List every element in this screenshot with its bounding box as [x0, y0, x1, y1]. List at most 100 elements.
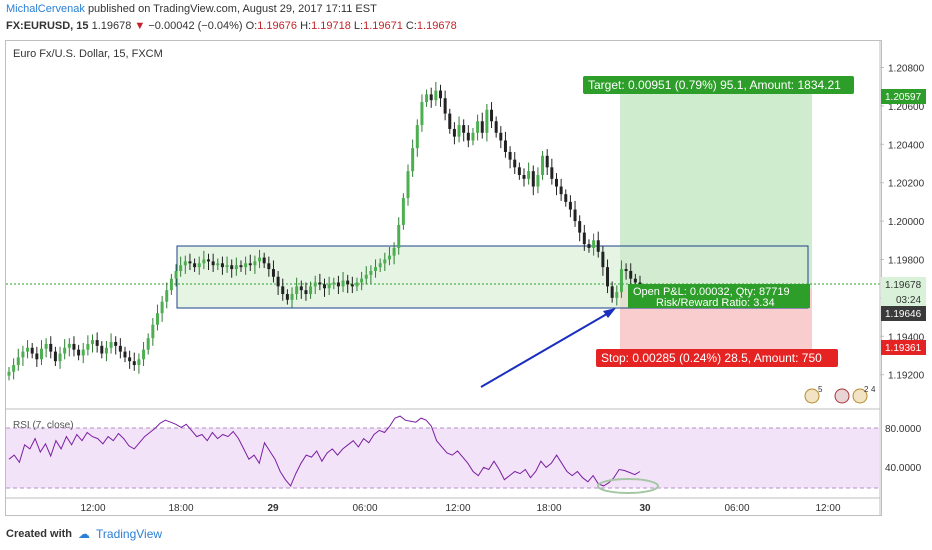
candle-body — [559, 186, 563, 195]
candle-body — [77, 349, 81, 356]
candle-body — [216, 263, 220, 266]
footer: Created with ☁ TradingView — [6, 527, 162, 541]
arrow-annotation[interactable] — [480, 310, 613, 388]
candle-body — [53, 351, 57, 362]
author-link[interactable]: MichalCervenak — [6, 3, 85, 15]
candle-body — [118, 345, 122, 352]
candle-body — [541, 155, 545, 176]
candle-body — [271, 269, 275, 277]
rsi-ellipse-annotation[interactable] — [597, 478, 659, 494]
candle-body — [615, 292, 619, 298]
flag-badge-icon[interactable] — [834, 388, 850, 404]
rsi-tick-80: 80.0000 — [885, 424, 922, 435]
stop-price-badge — [881, 340, 926, 355]
candle-body — [100, 345, 104, 354]
price-tick-label: 1.20800 — [888, 64, 925, 75]
candle-body — [285, 294, 289, 300]
candle-body — [188, 261, 192, 264]
created-with-label: Created with — [6, 528, 73, 540]
candle-body — [387, 255, 391, 260]
target-label: Target: 0.00951 (0.79%) 95.1, Amount: 18… — [588, 78, 841, 92]
time-tick-label: 06:00 — [724, 503, 749, 514]
candle-body — [26, 347, 30, 352]
candle-body — [606, 267, 610, 287]
low-label: L: — [353, 20, 364, 32]
target-price-badge — [881, 89, 926, 104]
candle-body — [309, 286, 313, 295]
candle-body — [258, 257, 262, 262]
candle-body — [536, 175, 540, 187]
candle-body — [137, 359, 141, 366]
candle-body — [304, 290, 308, 295]
candle-body — [522, 175, 526, 179]
time-axis[interactable]: 12:00 18:00 29 06:00 12:00 18:00 30 06:00 12:00 — [80, 503, 840, 514]
candle-body — [193, 263, 197, 268]
candle-body — [462, 125, 466, 133]
countdown-text: 03:24 — [896, 295, 921, 306]
candle-body — [332, 282, 336, 285]
candle-body — [179, 265, 183, 271]
candle-body — [39, 348, 43, 360]
candle-body — [35, 353, 39, 360]
price-axis[interactable]: 1.20800 1.20600 1.20400 1.20200 1.20000 1.198… — [880, 64, 925, 382]
candles — [7, 81, 642, 381]
candle-body — [596, 240, 600, 252]
candle-body — [67, 343, 71, 348]
candle-body — [434, 90, 438, 101]
candle-body — [601, 251, 605, 268]
candle-body — [476, 121, 480, 133]
low-value: 1.19671 — [363, 20, 403, 32]
candle-body — [369, 270, 373, 275]
candle-body — [123, 351, 127, 358]
candle-body — [244, 263, 248, 268]
candle-body — [513, 159, 517, 168]
event-badge-icon-2[interactable] — [852, 388, 868, 404]
candle-body — [629, 270, 633, 279]
stop-label-box — [596, 349, 838, 367]
candle-body — [49, 343, 53, 352]
event-badge-count-3: 4 — [871, 385, 876, 394]
candle-body — [132, 361, 136, 366]
candle-body — [448, 113, 452, 129]
candle-body — [155, 313, 159, 325]
stop-label: Stop: 0.00285 (0.24%) 28.5, Amount: 750 — [601, 351, 822, 365]
candle-body — [429, 94, 433, 101]
candle-body — [225, 265, 229, 268]
arrowhead-icon — [603, 308, 616, 318]
candle-body — [397, 224, 401, 248]
candle-body — [401, 198, 405, 225]
candle-body — [378, 263, 382, 268]
candle-body — [81, 349, 85, 356]
event-badge-icon[interactable] — [804, 388, 820, 404]
countdown-badge — [881, 292, 926, 306]
time-tick-label: 12:00 — [815, 503, 840, 514]
candle-body — [374, 267, 378, 271]
candle-body — [350, 284, 354, 287]
candle-body — [573, 209, 577, 222]
target-price-text: 1.20597 — [885, 92, 922, 103]
candle-body — [323, 284, 326, 289]
last-price-badge — [881, 277, 926, 292]
pnl-line-1: Open P&L: 0.00032, Qty: 87719 — [633, 286, 790, 298]
candle-body — [499, 132, 503, 141]
candle-body — [490, 109, 494, 122]
candle-body — [142, 349, 146, 360]
time-tick-label: 06:00 — [352, 503, 377, 514]
candle-body — [207, 259, 211, 262]
candle-body — [151, 324, 155, 339]
open-value: 1.19676 — [257, 20, 298, 32]
candle-body — [457, 125, 461, 137]
candle-body — [248, 263, 252, 266]
candle-body — [197, 263, 201, 268]
candle-body — [452, 128, 456, 137]
candle-body — [355, 282, 359, 287]
candle-body — [610, 286, 614, 298]
tradingview-brand[interactable]: TradingView — [96, 527, 163, 541]
symbol-name[interactable]: FX:EURUSD, 15 — [6, 20, 89, 32]
candle-body — [299, 286, 303, 291]
candle-body — [624, 269, 628, 271]
candle-body — [267, 263, 271, 270]
candle-body — [202, 259, 206, 264]
candle-body — [415, 125, 419, 149]
